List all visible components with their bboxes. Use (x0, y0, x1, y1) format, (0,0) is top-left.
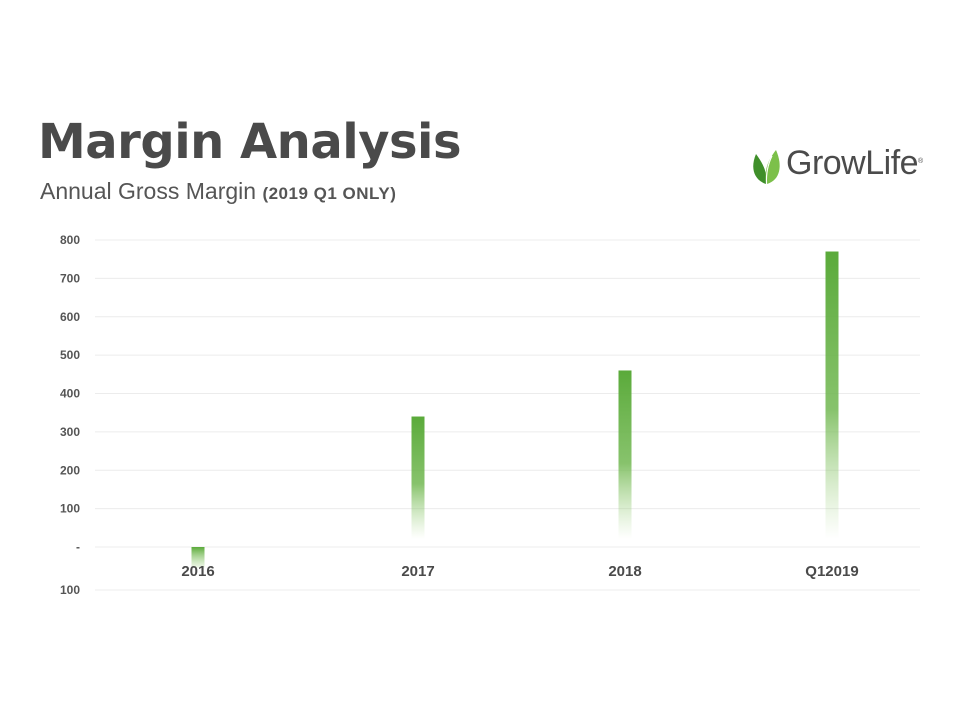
y-tick-label: 200 (60, 463, 80, 477)
bar-2018 (618, 370, 632, 539)
leaf-icon (753, 150, 780, 185)
grid-lines (95, 239, 920, 591)
y-tick-label: 500 (60, 348, 80, 362)
x-category-label: 2018 (608, 563, 641, 580)
x-category-label: 2017 (401, 563, 434, 580)
subtitle-qualifier: (2019 Q1 ONLY) (262, 184, 397, 203)
bars (191, 251, 839, 568)
y-tick-label: 600 (60, 310, 80, 324)
page-title: Margin Analysis (38, 114, 462, 170)
bar-2017 (411, 416, 425, 539)
growlife-logo: GrowLife ® (750, 144, 925, 188)
x-category-label: 2016 (181, 563, 214, 580)
logo-registered-mark: ® (918, 158, 924, 165)
logo-text: GrowLife (786, 144, 919, 182)
y-tick-label: 800 (60, 233, 80, 247)
y-tick-label: - (76, 540, 80, 554)
y-axis-ticks: 800 700 600 500 400 300 200 100 - 100 (60, 233, 80, 597)
y-tick-label: 100 (60, 583, 80, 597)
leaf-vein (765, 155, 773, 185)
y-tick-label: 400 (60, 387, 80, 401)
subtitle-main: Annual Gross Margin (40, 178, 263, 204)
y-tick-label: 100 (60, 502, 80, 516)
y-tick-label: 700 (60, 271, 80, 285)
bar-2016 (191, 547, 205, 568)
x-axis-labels: 2016 2017 2018 Q12019 (181, 563, 858, 580)
bar-q12019 (825, 251, 839, 539)
leaf-left (753, 154, 767, 184)
leaf-right (765, 150, 780, 184)
chart-subtitle: Annual Gross Margin (2019 Q1 ONLY) (40, 178, 396, 205)
y-tick-label: 300 (60, 425, 80, 439)
x-category-label: Q12019 (805, 563, 858, 580)
